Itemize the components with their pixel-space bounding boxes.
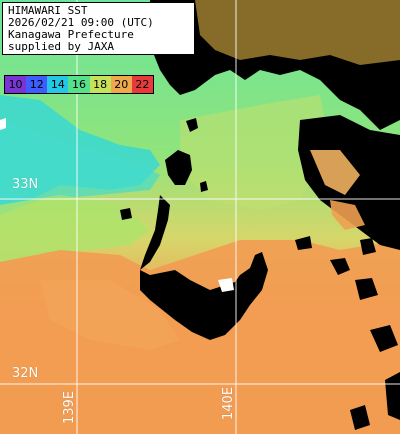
legend-cell-12: 12 [26, 76, 48, 93]
legend-cell-20: 20 [110, 76, 132, 93]
land-boso-warm-2 [330, 200, 365, 230]
mask-speck-8 [360, 238, 376, 255]
legend-label: 10 [8, 78, 23, 91]
mask-speck-3 [370, 325, 398, 352]
cold-water-band-2 [0, 120, 160, 215]
legend-cell-18: 18 [89, 76, 111, 93]
info-title: HIMAWARI SST [8, 4, 88, 17]
land-islet-1 [186, 118, 198, 132]
mid-water-band-east [180, 95, 330, 210]
info-source: supplied by JAXA [8, 40, 114, 53]
legend-label: 22 [135, 78, 150, 91]
lon-label-139e: 139E [62, 390, 77, 424]
lat-label-33n: 33N [12, 177, 39, 192]
mask-speck-7 [295, 236, 312, 250]
mid-water-band [0, 195, 150, 262]
info-box: HIMAWARI SST 2026/02/21 09:00 (UTC) Kana… [2, 2, 195, 55]
info-timestamp: 2026/02/21 09:00 (UTC) [8, 16, 154, 29]
legend-label: 16 [71, 78, 86, 91]
info-region: Kanagawa Prefecture [8, 28, 134, 41]
lon-label-140e: 140E [221, 386, 236, 420]
mask-speck-2 [355, 278, 378, 300]
lat-label-32n: 32N [12, 366, 39, 381]
land-oshima [165, 150, 192, 185]
mask-speck-5 [350, 405, 370, 430]
legend-cell-22: 22 [131, 76, 153, 93]
legend-label: 20 [114, 78, 129, 91]
legend-label: 12 [29, 78, 44, 91]
mask-speck-1 [330, 258, 350, 275]
legend-cell-14: 14 [47, 76, 69, 93]
legend-label: 14 [50, 78, 65, 91]
land-boso-warm [310, 150, 360, 195]
land-islet-2 [200, 181, 208, 192]
land-inland-warm [195, 0, 400, 65]
legend-cell-16: 16 [68, 76, 90, 93]
legend-cell-10: 10 [5, 76, 27, 93]
legend-label: 18 [93, 78, 108, 91]
mask-speck-6 [120, 208, 132, 220]
temperature-legend: 10 12 14 16 18 20 22 [4, 75, 154, 94]
cloud-speck [218, 278, 234, 292]
coast-speck [0, 118, 6, 130]
warm-eddy [40, 280, 180, 350]
